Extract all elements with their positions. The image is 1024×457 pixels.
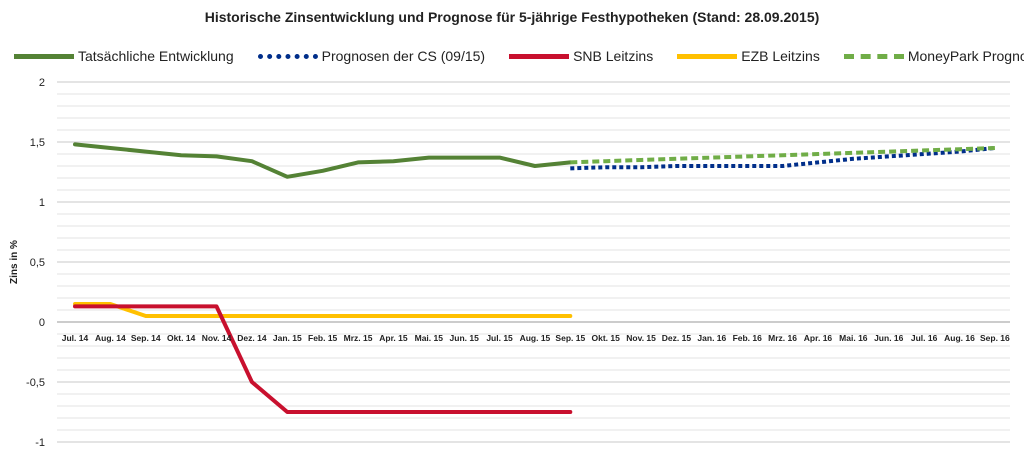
y-tick-label: 0: [39, 317, 45, 329]
y-tick-label: 0,5: [30, 257, 45, 269]
legend-label-snb-leitzins: SNB Leitzins: [573, 48, 654, 64]
x-tick-label: Apr. 15: [379, 333, 408, 343]
y-axis-ticks: 2 1,5 1 0,5 0 -0,5 -1: [26, 77, 45, 449]
x-tick-label: Jul. 16: [911, 333, 938, 343]
x-tick-label: Nov. 15: [626, 333, 656, 343]
y-axis-title: Zins in %: [9, 240, 20, 284]
chart-title: Historische Zinsentwicklung und Prognose…: [204, 9, 820, 25]
gridlines: [57, 81, 1010, 443]
x-tick-label: Jul. 14: [62, 333, 89, 343]
x-tick-label: Jun. 15: [450, 333, 480, 343]
x-tick-label: Aug. 15: [520, 333, 551, 343]
legend-label-prognosen-cs: Prognosen der CS (09/15): [321, 48, 486, 64]
legend-item-tatsaechliche-entwicklung: Tatsächliche Entwicklung: [14, 48, 234, 64]
series-line-2: [73, 304, 573, 414]
legend-label-tatsaechliche-entwicklung: Tatsächliche Entwicklung: [78, 48, 234, 64]
x-tick-label: Aug. 16: [944, 333, 975, 343]
legend-swatch-prognosen-cs: [257, 53, 318, 59]
x-tick-label: Sep. 16: [980, 333, 1010, 343]
x-tick-label: Feb. 16: [733, 333, 763, 343]
y-tick-label: 1: [39, 197, 45, 209]
x-axis-ticks: Jul. 14 Aug. 14 Sep. 14 Okt. 14 Nov. 14 Dez. …: [62, 333, 1010, 343]
x-tick-label: Sep. 15: [555, 333, 585, 343]
legend-swatch-snb-leitzins: [509, 53, 570, 59]
legend-item-ezb-leitzins: EZB Leitzins: [677, 48, 820, 64]
x-tick-label: Jul. 15: [486, 333, 513, 343]
x-tick-label: Nov. 14: [202, 333, 232, 343]
x-tick-label: Sep. 14: [131, 333, 161, 343]
legend-item-prognosen-cs: Prognosen der CS (09/15): [257, 48, 486, 64]
y-tick-label: 2: [39, 77, 45, 89]
y-tick-label: 1,5: [30, 137, 45, 149]
x-tick-label: Feb. 15: [308, 333, 338, 343]
legend-item-snb-leitzins: SNB Leitzins: [509, 48, 653, 64]
legend-swatch-tatsaechliche-entwicklung: [14, 53, 74, 59]
legend-item-moneypark-prognose: MoneyPark Prognose: [843, 48, 1024, 64]
series-line-4: [570, 146, 995, 165]
x-tick-label: Apr. 16: [804, 333, 833, 343]
legend-swatch-ezb-leitzins: [677, 53, 738, 59]
legend-label-ezb-leitzins: EZB Leitzins: [741, 48, 820, 64]
series-line-0: [73, 142, 573, 179]
legend: Tatsächliche Entwicklung Prognosen der C…: [14, 45, 1024, 67]
y-tick-label: -1: [35, 437, 45, 449]
legend-label-moneypark-prognose: MoneyPark Prognose: [907, 48, 1024, 64]
x-tick-label: Dez. 14: [237, 333, 267, 343]
x-tick-label: Jan. 16: [697, 333, 726, 343]
series-lines: [73, 142, 996, 414]
y-tick-label: -0,5: [26, 377, 45, 389]
series-line-3: [73, 302, 573, 318]
x-tick-label: Jun. 16: [874, 333, 904, 343]
x-tick-label: Mai. 15: [415, 333, 444, 343]
x-tick-label: Aug. 14: [95, 333, 126, 343]
x-tick-label: Dez. 15: [662, 333, 692, 343]
x-tick-label: Mai. 16: [839, 333, 868, 343]
x-tick-label: Okt. 14: [167, 333, 196, 343]
legend-swatch-moneypark-prognose: [843, 53, 904, 59]
series-line-1: [570, 146, 996, 171]
x-tick-label: Mrz. 15: [344, 333, 373, 343]
x-tick-label: Mrz. 16: [768, 333, 797, 343]
x-tick-label: Okt. 15: [592, 333, 621, 343]
x-tick-label: Jan. 15: [273, 333, 302, 343]
